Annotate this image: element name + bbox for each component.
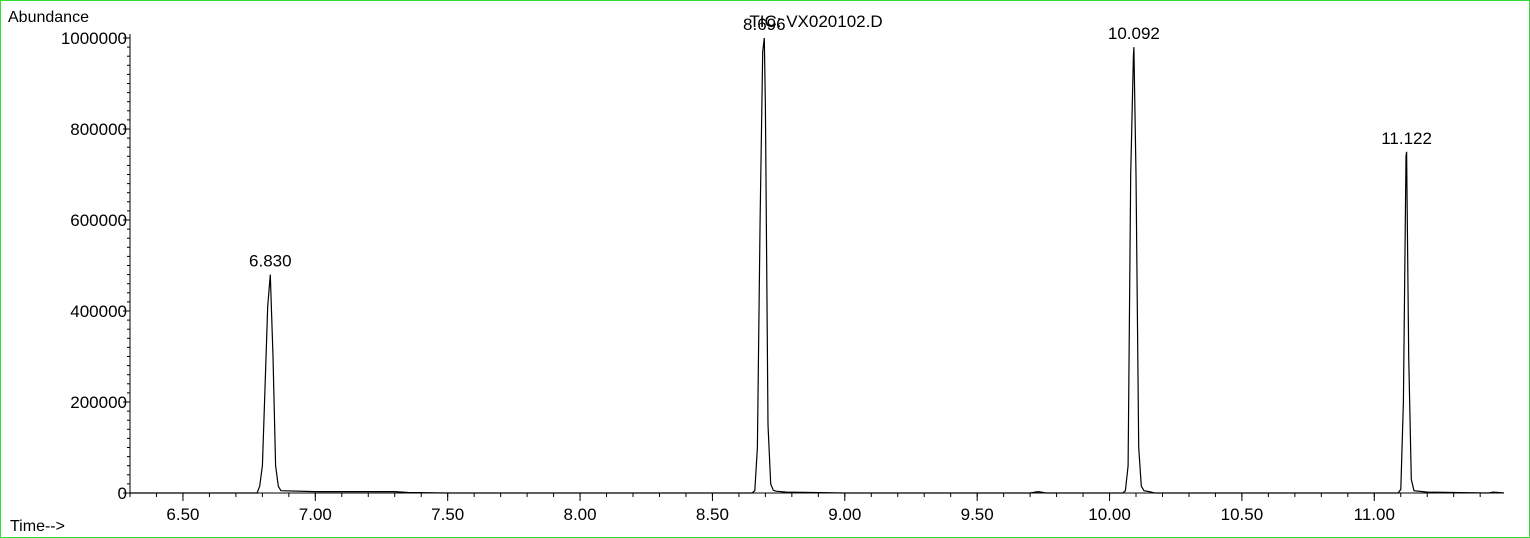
- tic-trace: [130, 37, 1505, 494]
- x-tick-label: 10.50: [1221, 505, 1264, 524]
- x-ticks: 6.50 7.00 7.50 8.00 8.50 9.00 9.50 10.00 10.50 11…: [129, 493, 1481, 524]
- x-tick-label: 6.50: [166, 505, 199, 524]
- y-axis-label: Abundance: [8, 9, 89, 26]
- y-ticks: 0 200000 400000 600000 800000 1000000: [61, 29, 130, 503]
- y-tick-label: 200000: [70, 393, 127, 412]
- x-tick-label: 10.00: [1088, 505, 1131, 524]
- x-tick-label: 8.50: [696, 505, 729, 524]
- x-tick-label: 11.00: [1354, 505, 1395, 524]
- peak-label: 6.830: [249, 252, 292, 271]
- x-tick-label: 9.50: [961, 505, 994, 524]
- chart-title: TIC: VX020102.D: [749, 12, 882, 31]
- x-tick-label: 7.50: [431, 505, 464, 524]
- y-tick-label: 0: [118, 484, 127, 503]
- y-tick-label: 400000: [70, 302, 127, 321]
- peak-labels: 6.830 8.696 10.092 11.122: [249, 15, 1432, 271]
- y-tick-label: 600000: [70, 211, 127, 230]
- peak-label: 10.092: [1108, 24, 1160, 43]
- series-group: [130, 37, 1505, 494]
- y-tick-label: 1000000: [61, 29, 127, 48]
- peak-label: 8.696: [743, 15, 786, 34]
- x-tick-label: 8.00: [564, 505, 597, 524]
- x-tick-label: 9.00: [828, 505, 861, 524]
- y-tick-label: 800000: [70, 120, 127, 139]
- x-axis-label: Time-->: [10, 518, 65, 535]
- peak-label: 11.122: [1381, 129, 1432, 148]
- x-tick-label: 7.00: [299, 505, 332, 524]
- axes: [129, 34, 1504, 494]
